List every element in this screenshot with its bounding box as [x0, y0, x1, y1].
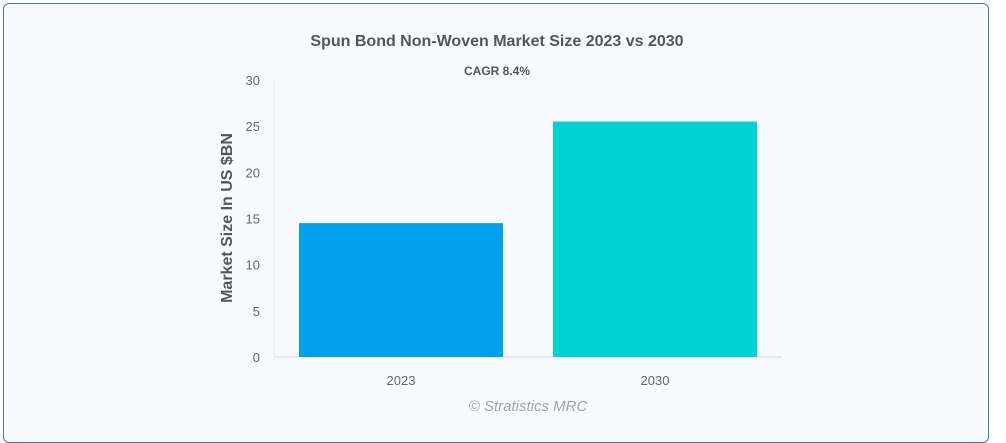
- y-tick-label: 10: [246, 258, 260, 273]
- chart-title: Spun Bond Non-Woven Market Size 2023 vs …: [310, 33, 683, 50]
- bar-2030: [553, 121, 757, 357]
- y-axis-ticks: 0 5 10 15 20 25 30: [246, 73, 260, 365]
- credit-watermark: © Stratistics MRC: [469, 398, 588, 415]
- y-tick-label: 5: [253, 304, 260, 319]
- bar-2023: [299, 223, 503, 357]
- chart-frame: [3, 3, 989, 443]
- x-tick-label: 2030: [641, 373, 670, 388]
- bars: [299, 121, 757, 357]
- chart-subtitle: CAGR 8.4%: [464, 64, 530, 78]
- y-tick-label: 0: [253, 350, 260, 365]
- x-tick-label: 2023: [387, 373, 416, 388]
- y-tick-label: 25: [246, 119, 260, 134]
- y-tick-label: 20: [246, 165, 260, 180]
- y-tick-label: 30: [246, 73, 260, 88]
- x-axis-ticks: 2023 2030: [387, 373, 670, 388]
- y-tick-label: 15: [246, 212, 260, 227]
- y-axis-label: Market Size In US $BN: [219, 133, 236, 303]
